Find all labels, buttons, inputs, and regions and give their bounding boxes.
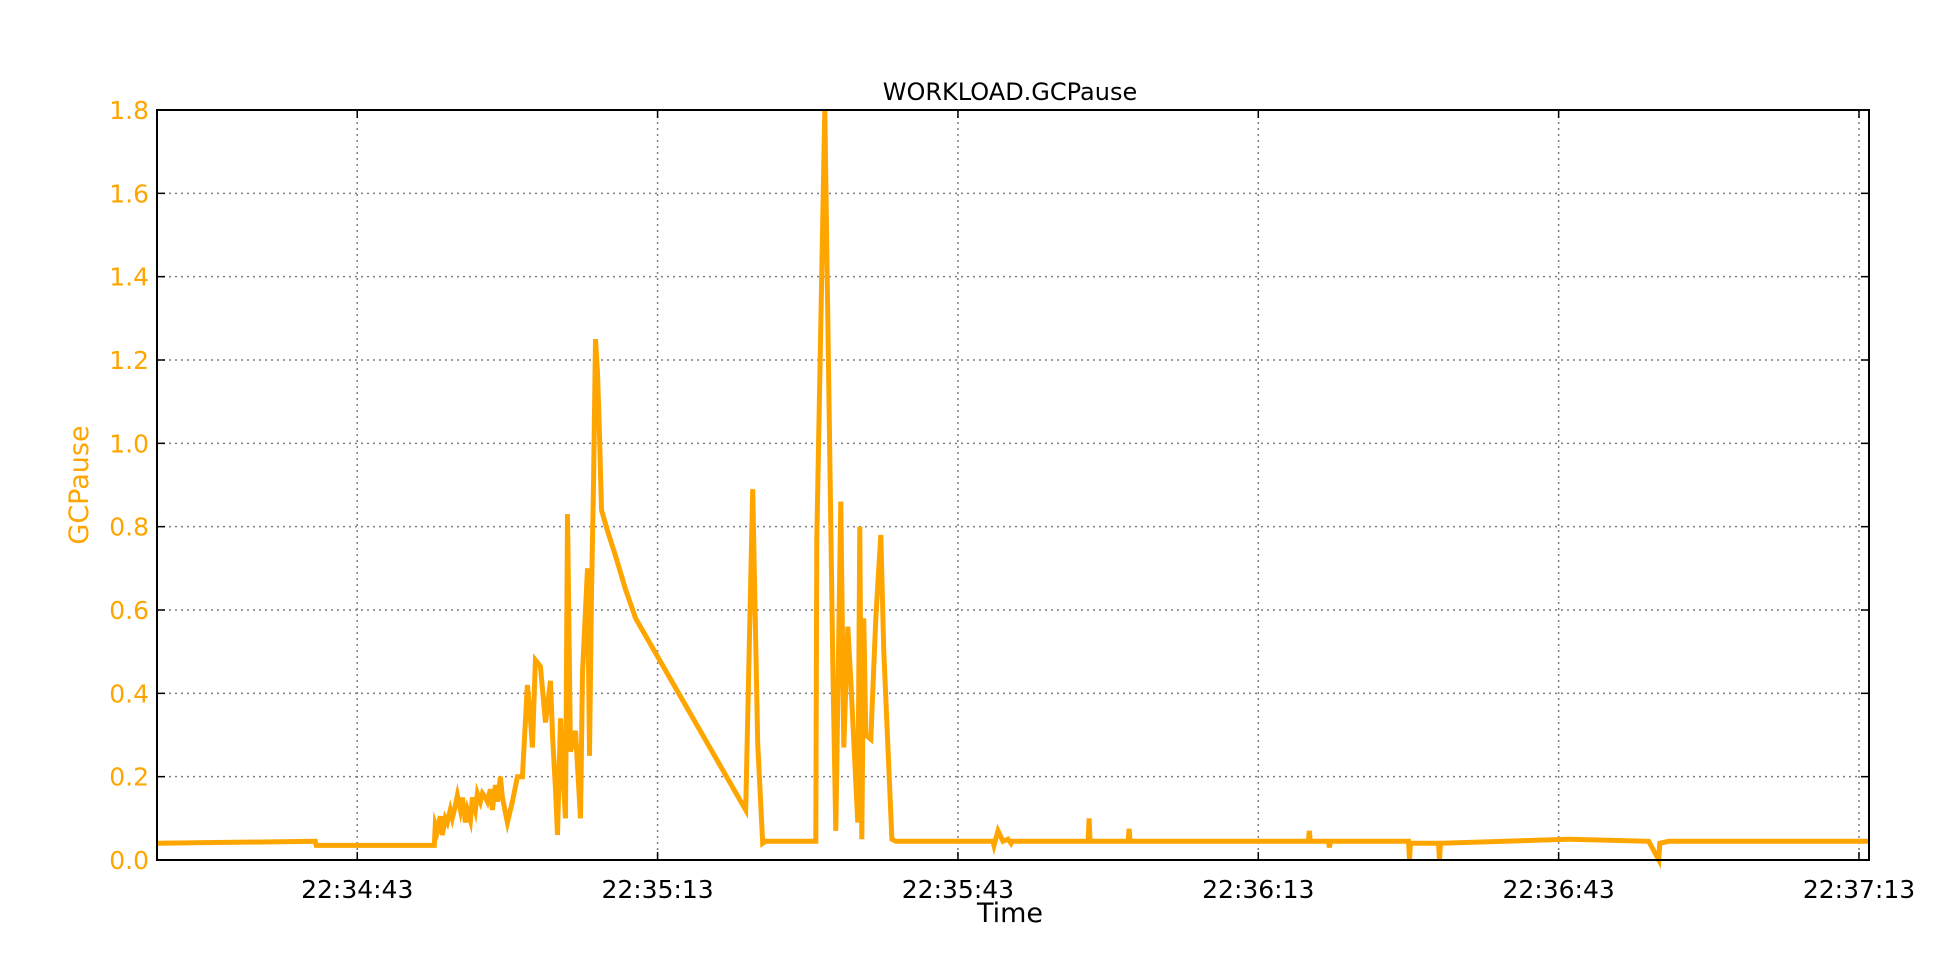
y-tick-label: 1.0 [109, 429, 149, 458]
y-tick-label: 1.8 [109, 96, 149, 125]
grid-layer [157, 110, 1869, 860]
chart-title: WORKLOAD.GCPause [883, 78, 1137, 106]
series-layer [156, 109, 1869, 869]
y-tick-label: 0.2 [109, 763, 149, 792]
x-tick-label: 22:35:43 [902, 875, 1014, 904]
y-tick-label: 1.6 [109, 179, 149, 208]
x-tick-label: 22:36:43 [1502, 875, 1614, 904]
series-line-1 [156, 109, 1869, 869]
x-tick-label: 22:37:13 [1803, 875, 1915, 904]
x-tick-label: 22:34:43 [301, 875, 413, 904]
y-tick-label: 0.0 [109, 846, 149, 875]
y-tick-label: 0.8 [109, 513, 149, 542]
y-tick-label: 1.2 [109, 346, 149, 375]
tick-layer: 0.0 0.2 0.4 0.6 0.8 1.0 1.2 1.4 1.6 1.8 22:34:43 22… [109, 96, 1915, 904]
y-axis-label: GCPause [64, 425, 95, 544]
x-axis-label: Time [976, 898, 1043, 929]
y-tick-label: 1.4 [109, 263, 149, 292]
x-tick-label: 22:36:13 [1202, 875, 1314, 904]
plot-frame [156, 109, 1870, 861]
y-tick-label: 0.6 [109, 596, 149, 625]
x-tick-label: 22:35:13 [601, 875, 713, 904]
y-tick-label: 0.4 [109, 679, 149, 708]
